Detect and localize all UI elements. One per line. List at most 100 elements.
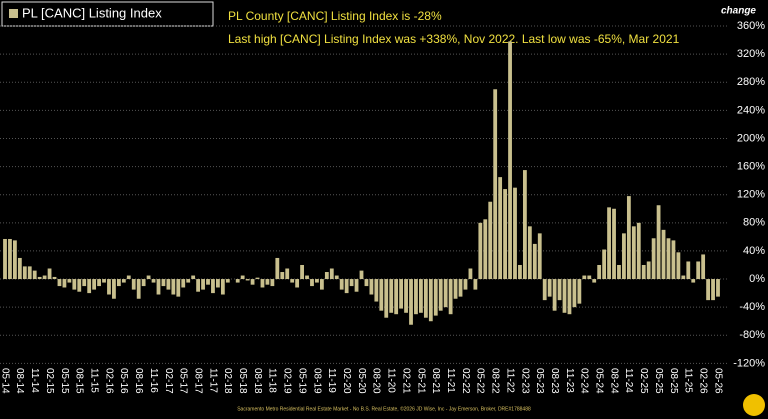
bar xyxy=(641,264,646,280)
bar xyxy=(275,257,280,280)
bar xyxy=(354,279,359,292)
legend-swatch xyxy=(9,9,18,18)
bar xyxy=(622,233,626,280)
bar xyxy=(532,243,537,280)
bar xyxy=(151,279,156,283)
x-tick-label: 05-15 xyxy=(59,368,70,394)
x-tick-label: 08-18 xyxy=(252,368,263,394)
annotation: PL County [CANC] Listing Index is -28% xyxy=(228,9,442,23)
bar xyxy=(681,275,686,280)
bar xyxy=(285,268,290,280)
bar xyxy=(493,89,498,280)
y-tick-label: 240% xyxy=(737,104,765,116)
bar xyxy=(661,229,666,280)
x-tick-label: 05-26 xyxy=(712,368,723,394)
bar xyxy=(37,276,42,280)
x-tick-label: 11-14 xyxy=(29,368,40,393)
x-tick-label: 08-20 xyxy=(371,368,382,394)
bar xyxy=(557,279,562,301)
bar xyxy=(542,279,547,301)
bar xyxy=(706,279,710,301)
bar xyxy=(201,279,205,290)
x-tick-label: 08-19 xyxy=(311,368,322,394)
bar xyxy=(503,189,507,280)
bar xyxy=(468,268,473,280)
x-tick-label: 02-19 xyxy=(282,368,293,394)
x-tick-label: 05-22 xyxy=(475,368,486,394)
bar xyxy=(92,279,97,290)
bar xyxy=(691,279,696,283)
x-tick-label: 02-16 xyxy=(103,368,114,394)
bar xyxy=(166,279,171,290)
x-tick-label: 02-24 xyxy=(579,368,590,394)
legend-label: PL [CANC] Listing Index xyxy=(22,5,162,20)
bar xyxy=(651,238,656,280)
bar xyxy=(443,279,448,308)
bar xyxy=(344,279,349,294)
x-tick-label: 11-25 xyxy=(683,368,694,393)
x-tick-label: 02-22 xyxy=(460,368,471,394)
bar xyxy=(126,275,131,280)
annotation: Last high [CANC] Listing Index was +338%… xyxy=(228,32,680,46)
bar xyxy=(522,170,527,280)
bar xyxy=(379,279,384,311)
bar xyxy=(686,261,691,280)
x-tick-label: 11-22 xyxy=(504,368,515,393)
bar xyxy=(597,264,602,280)
bar xyxy=(696,261,701,280)
bar xyxy=(255,277,260,280)
bar xyxy=(646,261,651,280)
bar xyxy=(161,279,166,287)
bar xyxy=(463,279,468,290)
x-tick-label: 11-20 xyxy=(386,368,397,393)
bar xyxy=(552,279,557,311)
bar xyxy=(448,279,453,315)
bar xyxy=(87,279,92,294)
bar xyxy=(339,279,344,290)
bar xyxy=(478,222,483,280)
x-tick-label: 02-15 xyxy=(44,368,55,394)
bar xyxy=(141,279,146,287)
x-tick-label: 02-25 xyxy=(638,368,649,394)
bar xyxy=(453,279,458,299)
bar xyxy=(404,279,408,313)
bar xyxy=(107,279,111,295)
bar xyxy=(592,279,597,283)
bar xyxy=(513,187,517,280)
bar xyxy=(156,279,161,295)
x-tick-label: 08-24 xyxy=(608,368,619,394)
bar xyxy=(240,275,245,280)
x-tick-label: 11-24 xyxy=(623,368,634,393)
y-tick-label: -40% xyxy=(739,301,765,313)
bar xyxy=(419,279,423,313)
legend-box xyxy=(1,1,214,27)
y-tick-label: 160% xyxy=(737,160,765,172)
x-tick-label: 08-21 xyxy=(430,368,441,394)
bar xyxy=(488,201,493,280)
bar xyxy=(186,279,191,283)
x-tick-label: 11-23 xyxy=(564,368,575,393)
bar xyxy=(602,249,607,280)
bar xyxy=(527,226,532,280)
bar xyxy=(399,279,404,309)
bar xyxy=(52,276,57,280)
bar xyxy=(67,279,72,283)
bar xyxy=(211,279,215,294)
bar xyxy=(359,270,364,280)
bar xyxy=(438,279,443,311)
bar xyxy=(102,279,106,283)
y-tick-label: 360% xyxy=(737,20,765,32)
bar xyxy=(389,279,394,313)
footer: Sacramento Metro Residential Real Estate… xyxy=(237,405,531,412)
bar xyxy=(483,219,488,280)
bar xyxy=(364,279,369,287)
bar xyxy=(631,226,636,280)
bar xyxy=(290,279,295,283)
y-tick-label: 0% xyxy=(749,273,765,285)
bar xyxy=(562,279,567,313)
x-tick-label: 11-15 xyxy=(88,368,99,393)
bar xyxy=(57,279,62,287)
bar xyxy=(250,279,255,285)
